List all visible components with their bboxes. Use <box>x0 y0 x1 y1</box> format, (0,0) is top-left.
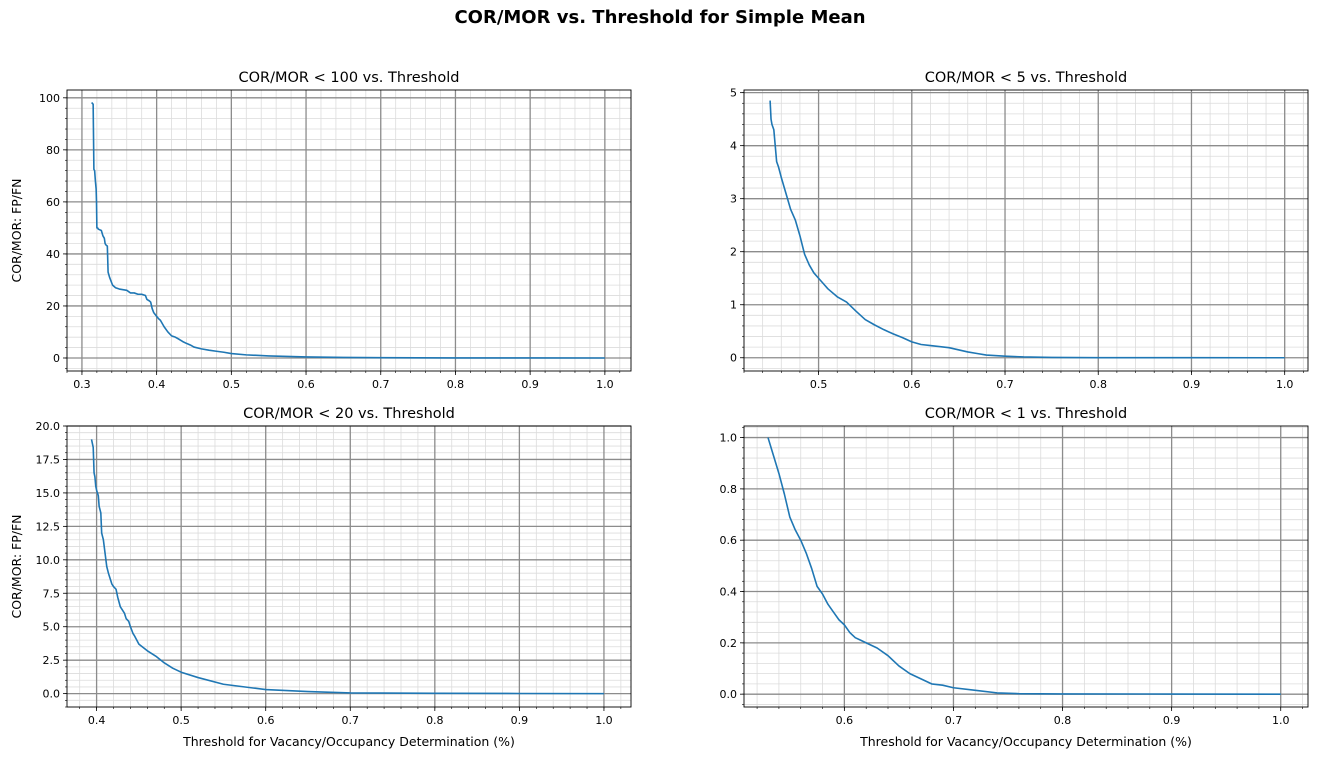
y-tick-label: 0.2 <box>720 637 738 650</box>
minor-grid <box>66 90 631 371</box>
y-tick-label: 1 <box>730 299 737 312</box>
y-axis-label: COR/MOR: FP/FN <box>9 514 24 618</box>
y-tick-label: 0.8 <box>720 483 738 496</box>
y-tick-label: 0 <box>730 352 737 365</box>
y-tick-label: 40 <box>46 248 60 261</box>
major-ticks <box>740 92 1286 375</box>
x-tick-label: 0.4 <box>148 378 166 391</box>
y-tick-label: 100 <box>39 92 60 105</box>
y-axis-label: COR/MOR: FP/FN <box>9 178 24 282</box>
x-tick-label: 0.6 <box>903 378 921 391</box>
subplot-2: 0.5 0.6 0.7 0.8 0.9 1.0 0 1 2 3 4 5 COR/MOR < 5 vs. … <box>730 70 1309 391</box>
x-tick-label: 1.0 <box>1272 714 1290 727</box>
y-tick-label: 0.0 <box>43 688 61 701</box>
x-axis-label: Threshold for Vacancy/Occupancy Determin… <box>182 734 515 749</box>
subplot-3: 0.4 0.5 0.6 0.7 0.8 0.9 1.0 0.0 2.5 5.0 7.5 10.0 12.… <box>9 406 632 749</box>
y-tick-label: 20 <box>46 300 60 313</box>
x-tick-label: 0.6 <box>297 378 315 391</box>
series-line-1 <box>90 439 604 695</box>
x-axis-label: Threshold for Vacancy/Occupancy Determin… <box>859 734 1192 749</box>
x-tick-label: 1.0 <box>596 378 614 391</box>
subplot-title: COR/MOR < 20 vs. Threshold <box>243 406 455 422</box>
x-tick-label: 0.5 <box>810 378 828 391</box>
figure-title: COR/MOR vs. Threshold for Simple Mean <box>454 7 866 28</box>
y-tick-label: 7.5 <box>43 587 61 600</box>
y-tick-label: 2 <box>730 246 737 259</box>
y-tick-label: 20.0 <box>36 420 61 433</box>
minor-grid <box>744 426 1308 707</box>
x-tick-label: 0.6 <box>836 714 854 727</box>
minor-grid <box>67 425 631 708</box>
subplot-title: COR/MOR < 5 vs. Threshold <box>925 70 1128 86</box>
y-tick-label: 3 <box>730 193 737 206</box>
subplot-title: COR/MOR < 100 vs. Threshold <box>239 70 460 86</box>
series-line-1 <box>769 100 1285 359</box>
x-tick-label: 0.9 <box>1163 714 1181 727</box>
x-tick-label: 0.4 <box>88 714 106 727</box>
x-tick-label: 0.8 <box>447 378 465 391</box>
y-tick-label: 17.5 <box>36 453 61 466</box>
x-tick-label: 0.8 <box>426 714 444 727</box>
x-tick-label: 0.8 <box>1054 714 1072 727</box>
axes-frame <box>743 425 1309 708</box>
axes-frame <box>66 89 632 372</box>
y-tick-label: 0.4 <box>720 586 738 599</box>
x-tick-label: 0.7 <box>372 378 390 391</box>
x-tick-label: 0.7 <box>996 378 1014 391</box>
y-tick-label: 0.0 <box>720 688 738 701</box>
major-ticks <box>63 97 606 375</box>
minor-grid <box>743 90 1308 371</box>
major-ticks <box>63 425 605 711</box>
series-line-1 <box>91 101 605 359</box>
y-tick-label: 2.5 <box>43 654 61 667</box>
subplot-title: COR/MOR < 1 vs. Threshold <box>925 406 1128 422</box>
y-tick-label: 10.0 <box>36 554 61 567</box>
x-tick-label: 1.0 <box>1276 378 1294 391</box>
minor-ticks <box>65 97 621 373</box>
series-line-1 <box>767 437 1281 695</box>
x-tick-label: 0.5 <box>172 714 190 727</box>
x-tick-label: 0.7 <box>342 714 360 727</box>
y-tick-label: 4 <box>730 140 737 153</box>
y-tick-label: 80 <box>46 144 60 157</box>
x-tick-label: 1.0 <box>595 714 613 727</box>
x-tick-label: 0.9 <box>521 378 539 391</box>
x-tick-label: 0.9 <box>511 714 529 727</box>
y-tick-label: 5.0 <box>43 621 61 634</box>
y-tick-label: 1.0 <box>720 432 738 445</box>
x-tick-label: 0.8 <box>1089 378 1107 391</box>
y-tick-label: 0 <box>53 352 60 365</box>
y-tick-label: 5 <box>730 87 737 100</box>
subplot-1: 0.3 0.4 0.5 0.6 0.7 0.8 0.9 1.0 0 20 40 60 80 100 COR/… <box>9 70 632 391</box>
x-tick-label: 0.5 <box>223 378 241 391</box>
y-tick-label: 60 <box>46 196 60 209</box>
minor-ticks <box>742 426 1303 709</box>
x-tick-label: 0.3 <box>73 378 91 391</box>
x-tick-label: 0.6 <box>257 714 275 727</box>
major-grid <box>67 90 631 371</box>
subplot-4: 0.6 0.7 0.8 0.9 1.0 0.0 0.2 0.4 0.6 0.8 1.0 COR/MOR… <box>720 406 1309 749</box>
y-tick-label: 15.0 <box>36 487 61 500</box>
y-tick-label: 12.5 <box>36 520 61 533</box>
y-tick-label: 0.6 <box>720 534 738 547</box>
major-ticks <box>740 437 1282 711</box>
x-tick-label: 0.9 <box>1183 378 1201 391</box>
x-tick-label: 0.7 <box>945 714 963 727</box>
